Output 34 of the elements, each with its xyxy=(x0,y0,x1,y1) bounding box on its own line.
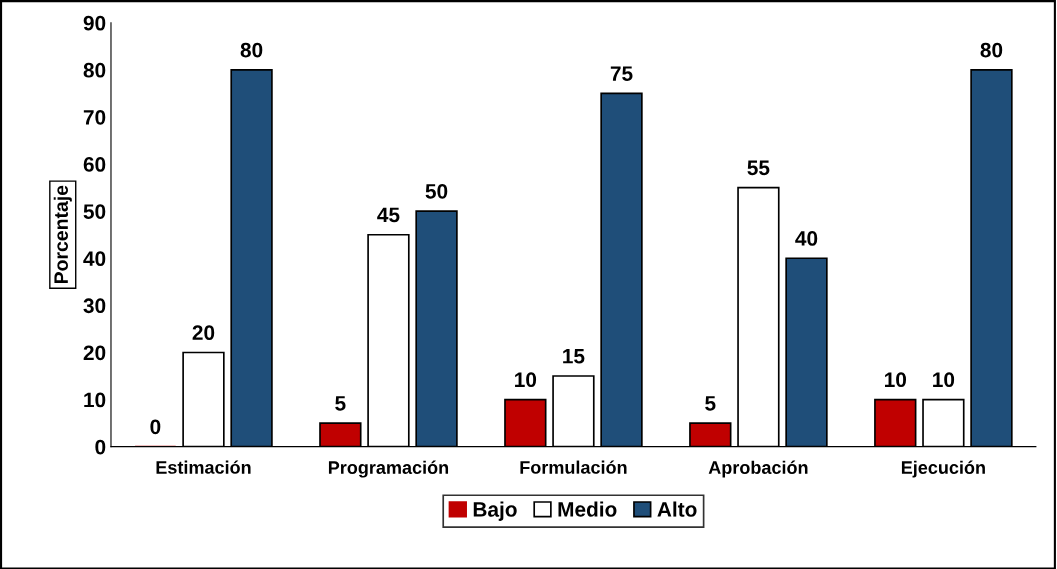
data-label: 20 xyxy=(192,325,215,341)
x-tick-label: Aprobación xyxy=(708,460,808,478)
data-label: 50 xyxy=(425,183,448,199)
y-axis-title: Porcentaje xyxy=(53,185,72,284)
y-tick-label: 50 xyxy=(83,204,106,219)
data-label: 80 xyxy=(240,42,263,58)
data-label: 45 xyxy=(377,207,400,223)
data-label: 0 xyxy=(150,419,161,435)
data-label: 5 xyxy=(335,396,346,411)
y-tick-label: 40 xyxy=(83,251,106,267)
y-tick-label: 70 xyxy=(83,109,106,125)
x-tick-label: Programación xyxy=(328,460,449,478)
legend-label: Medio xyxy=(558,501,617,517)
y-tick-label: 60 xyxy=(83,157,106,172)
x-tick-label: Formulación xyxy=(520,460,627,474)
y-tick-label: 90 xyxy=(83,15,106,31)
y-tick-label: 0 xyxy=(95,439,106,455)
y-tick-label: 20 xyxy=(83,345,106,361)
y-tick-label: 10 xyxy=(84,392,106,408)
data-label: 75 xyxy=(610,66,633,81)
legend-label: Alto xyxy=(657,501,697,517)
x-tick-label: Estimación xyxy=(156,460,251,474)
data-label: 5 xyxy=(705,396,716,411)
data-label: 10 xyxy=(933,372,955,388)
data-label: 10 xyxy=(885,372,907,388)
legend-label: Bajo xyxy=(473,501,517,521)
data-label: 15 xyxy=(563,349,585,364)
y-tick-label: 30 xyxy=(83,298,106,314)
y-tick-label: 80 xyxy=(83,62,106,78)
data-label: 40 xyxy=(795,231,818,246)
x-tick-label: Ejecución xyxy=(901,460,985,478)
data-label: 10 xyxy=(515,372,537,388)
data-label: 55 xyxy=(747,160,770,176)
data-label: 80 xyxy=(980,42,1003,58)
